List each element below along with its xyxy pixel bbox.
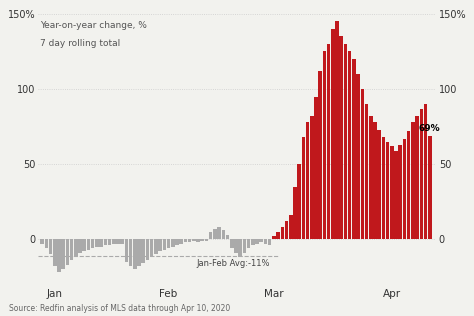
- Bar: [369, 116, 373, 239]
- Bar: [373, 122, 377, 239]
- Bar: [179, 239, 183, 244]
- Bar: [192, 239, 196, 241]
- Bar: [167, 239, 170, 248]
- Bar: [419, 108, 423, 239]
- Bar: [175, 239, 179, 245]
- Bar: [272, 236, 276, 239]
- Bar: [243, 239, 246, 253]
- Bar: [377, 130, 381, 239]
- Bar: [251, 239, 255, 245]
- Bar: [344, 44, 347, 239]
- Bar: [268, 239, 272, 245]
- Bar: [129, 239, 132, 266]
- Bar: [390, 146, 393, 239]
- Bar: [403, 139, 406, 239]
- Bar: [394, 151, 398, 239]
- Bar: [281, 227, 284, 239]
- Bar: [335, 21, 339, 239]
- Bar: [356, 74, 360, 239]
- Bar: [301, 137, 305, 239]
- Bar: [399, 145, 402, 239]
- Bar: [146, 239, 149, 260]
- Bar: [339, 36, 343, 239]
- Bar: [323, 52, 326, 239]
- Bar: [428, 136, 431, 239]
- Bar: [293, 187, 297, 239]
- Bar: [352, 59, 356, 239]
- Bar: [285, 221, 288, 239]
- Bar: [407, 131, 410, 239]
- Bar: [62, 239, 65, 269]
- Bar: [137, 239, 141, 266]
- Bar: [264, 239, 267, 244]
- Bar: [103, 239, 107, 245]
- Bar: [100, 239, 103, 247]
- Bar: [314, 96, 318, 239]
- Bar: [78, 239, 82, 253]
- Bar: [112, 239, 116, 244]
- Bar: [108, 239, 111, 245]
- Bar: [74, 239, 78, 256]
- Bar: [70, 239, 73, 260]
- Bar: [125, 239, 128, 262]
- Bar: [40, 239, 44, 244]
- Bar: [319, 71, 322, 239]
- Bar: [154, 239, 158, 254]
- Text: Source: Redfin analysis of MLS data through Apr 10, 2020: Source: Redfin analysis of MLS data thro…: [9, 304, 231, 313]
- Text: Year-on-year change, %: Year-on-year change, %: [40, 21, 147, 30]
- Bar: [45, 239, 48, 248]
- Bar: [183, 239, 187, 242]
- Bar: [327, 44, 330, 239]
- Bar: [49, 239, 52, 254]
- Bar: [255, 239, 259, 244]
- Bar: [171, 239, 174, 247]
- Bar: [221, 230, 225, 239]
- Bar: [196, 239, 200, 242]
- Bar: [247, 239, 250, 248]
- Bar: [331, 29, 335, 239]
- Bar: [226, 235, 229, 239]
- Bar: [205, 239, 208, 241]
- Bar: [82, 239, 86, 251]
- Bar: [234, 239, 238, 253]
- Text: 69%: 69%: [419, 124, 440, 133]
- Bar: [87, 239, 90, 250]
- Bar: [259, 239, 263, 242]
- Bar: [348, 52, 352, 239]
- Bar: [230, 239, 234, 248]
- Bar: [310, 116, 314, 239]
- Bar: [158, 239, 162, 251]
- Bar: [213, 229, 217, 239]
- Bar: [95, 239, 99, 247]
- Text: Jan-Feb Avg:-11%: Jan-Feb Avg:-11%: [196, 259, 270, 268]
- Text: Sellers Pull Homes Off the Market: Sellers Pull Homes Off the Market: [40, 0, 320, 2]
- Bar: [289, 215, 292, 239]
- Bar: [53, 239, 56, 266]
- Bar: [120, 239, 124, 244]
- Bar: [217, 227, 221, 239]
- Bar: [361, 89, 364, 239]
- Bar: [91, 239, 94, 248]
- Text: 7 day rolling total: 7 day rolling total: [40, 39, 120, 48]
- Bar: [238, 239, 242, 257]
- Bar: [65, 239, 69, 265]
- Bar: [163, 239, 166, 250]
- Bar: [209, 232, 212, 239]
- Bar: [57, 239, 61, 272]
- Bar: [306, 122, 310, 239]
- Bar: [424, 104, 428, 239]
- Bar: [382, 137, 385, 239]
- Bar: [386, 142, 390, 239]
- Bar: [116, 239, 120, 244]
- Bar: [276, 232, 280, 239]
- Bar: [150, 239, 154, 257]
- Bar: [365, 104, 368, 239]
- Bar: [201, 239, 204, 241]
- Bar: [188, 239, 191, 242]
- Bar: [297, 164, 301, 239]
- Bar: [415, 116, 419, 239]
- Bar: [133, 239, 137, 269]
- Bar: [141, 239, 145, 263]
- Bar: [411, 122, 415, 239]
